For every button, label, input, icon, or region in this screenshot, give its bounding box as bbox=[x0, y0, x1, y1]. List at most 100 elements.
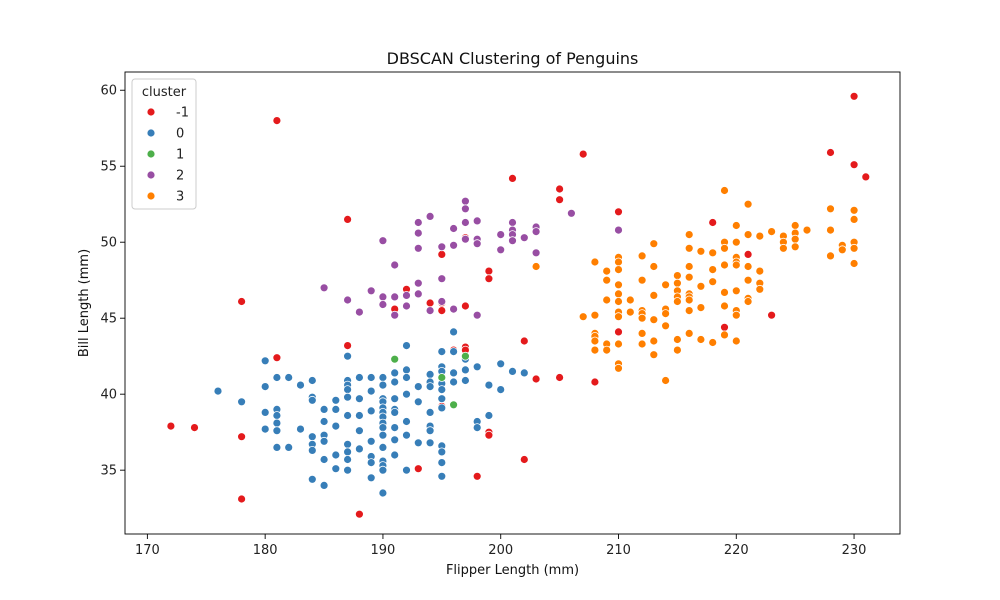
data-point bbox=[343, 351, 353, 361]
data-point bbox=[390, 377, 400, 387]
data-point bbox=[307, 432, 317, 442]
legend-title: cluster bbox=[142, 85, 187, 100]
data-point bbox=[720, 330, 729, 340]
data-point bbox=[343, 411, 353, 420]
data-point bbox=[673, 335, 682, 344]
data-point bbox=[343, 447, 353, 457]
data-point bbox=[272, 116, 282, 125]
data-point bbox=[684, 230, 694, 240]
data-point bbox=[614, 289, 623, 299]
data-point bbox=[390, 435, 400, 445]
data-point bbox=[449, 377, 459, 387]
x-tick-label: 180 bbox=[253, 543, 278, 558]
data-point bbox=[590, 257, 600, 267]
data-point bbox=[272, 418, 282, 428]
data-point bbox=[437, 306, 447, 316]
data-point bbox=[684, 272, 694, 282]
data-point bbox=[425, 438, 435, 448]
data-point bbox=[402, 430, 411, 440]
data-point bbox=[649, 239, 659, 249]
data-point bbox=[425, 298, 435, 308]
data-point bbox=[720, 287, 729, 297]
data-point bbox=[378, 300, 388, 309]
data-point bbox=[343, 465, 353, 475]
data-point bbox=[272, 411, 282, 420]
data-point bbox=[449, 224, 459, 233]
data-point bbox=[614, 327, 623, 337]
data-point bbox=[472, 423, 482, 433]
data-point bbox=[637, 339, 647, 349]
data-point bbox=[284, 373, 294, 382]
data-point bbox=[272, 373, 282, 382]
data-point bbox=[496, 230, 506, 240]
data-point bbox=[684, 295, 694, 305]
data-point bbox=[590, 345, 600, 355]
data-point bbox=[437, 471, 447, 481]
data-point bbox=[390, 292, 400, 302]
data-point bbox=[649, 315, 659, 325]
data-point bbox=[472, 310, 482, 320]
data-point bbox=[237, 397, 247, 407]
legend-label: -1 bbox=[176, 106, 189, 121]
data-point bbox=[849, 259, 859, 268]
data-point bbox=[425, 426, 435, 436]
data-point bbox=[307, 395, 317, 405]
data-point bbox=[425, 306, 435, 316]
data-point bbox=[484, 274, 494, 284]
data-point bbox=[614, 265, 623, 275]
data-point bbox=[343, 385, 353, 395]
data-point bbox=[390, 423, 400, 433]
data-point bbox=[696, 281, 706, 291]
data-point bbox=[743, 199, 753, 209]
data-point bbox=[614, 363, 623, 373]
data-point bbox=[331, 404, 341, 414]
data-point bbox=[413, 382, 423, 392]
data-point bbox=[460, 351, 470, 361]
data-point bbox=[378, 488, 388, 498]
data-point bbox=[743, 230, 753, 240]
y-tick-label: 60 bbox=[100, 84, 117, 99]
data-point bbox=[755, 284, 765, 294]
data-point bbox=[849, 214, 859, 224]
data-point bbox=[625, 295, 635, 305]
data-point bbox=[260, 407, 270, 417]
data-point bbox=[331, 450, 341, 460]
data-point bbox=[519, 233, 529, 243]
data-point bbox=[272, 442, 282, 452]
data-point bbox=[614, 297, 623, 306]
data-point bbox=[354, 426, 364, 436]
data-point bbox=[366, 458, 376, 468]
data-point bbox=[519, 368, 529, 378]
data-point bbox=[731, 310, 741, 320]
data-point bbox=[508, 236, 517, 246]
data-point bbox=[437, 274, 447, 284]
data-point bbox=[437, 242, 447, 252]
data-point bbox=[614, 339, 623, 349]
data-point bbox=[413, 243, 423, 253]
data-point bbox=[354, 444, 364, 454]
data-point bbox=[343, 439, 353, 449]
data-point bbox=[354, 509, 364, 519]
data-point bbox=[614, 280, 623, 290]
data-point bbox=[531, 227, 541, 237]
x-tick-label: 220 bbox=[724, 543, 749, 558]
data-point bbox=[472, 216, 482, 226]
data-point bbox=[684, 243, 694, 253]
data-point bbox=[531, 262, 541, 271]
data-point bbox=[684, 306, 694, 316]
data-point bbox=[166, 421, 176, 431]
data-point bbox=[684, 262, 694, 271]
data-point bbox=[720, 260, 729, 270]
legend-label: 0 bbox=[176, 127, 184, 142]
data-point bbox=[402, 465, 411, 475]
data-point bbox=[590, 336, 600, 346]
x-axis-label: Flipper Length (mm) bbox=[446, 563, 579, 578]
data-point bbox=[731, 336, 741, 346]
data-point bbox=[696, 335, 706, 344]
data-point bbox=[366, 386, 376, 396]
data-point bbox=[437, 249, 447, 259]
data-point bbox=[661, 309, 670, 319]
data-point bbox=[849, 243, 859, 253]
data-point bbox=[826, 148, 835, 157]
data-point bbox=[767, 227, 776, 237]
